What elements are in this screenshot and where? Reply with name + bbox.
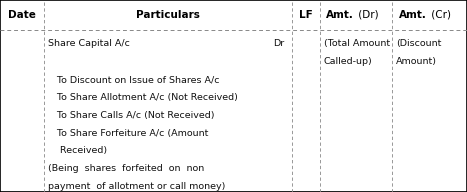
- Text: To Share Allotment A/c (Not Received): To Share Allotment A/c (Not Received): [48, 93, 238, 102]
- Text: Received): Received): [48, 146, 107, 156]
- Text: LF: LF: [299, 10, 313, 20]
- Text: (Discount: (Discount: [396, 39, 441, 48]
- Text: Particulars: Particulars: [136, 10, 200, 20]
- Text: Amt.: Amt.: [326, 10, 354, 20]
- Text: (Total Amount: (Total Amount: [324, 39, 390, 48]
- Text: Amt.: Amt.: [399, 10, 427, 20]
- Text: To Share Calls A/c (Not Received): To Share Calls A/c (Not Received): [48, 111, 215, 120]
- Text: Date: Date: [8, 10, 36, 20]
- Text: Share Capital A/c: Share Capital A/c: [48, 39, 130, 48]
- Text: Dr: Dr: [274, 39, 285, 48]
- Text: payment  of allotment or call money): payment of allotment or call money): [48, 182, 226, 191]
- Text: (Being  shares  forfeited  on  non: (Being shares forfeited on non: [48, 164, 205, 173]
- Text: Amount): Amount): [396, 57, 437, 66]
- Text: Called-up): Called-up): [324, 57, 372, 66]
- Text: (Cr): (Cr): [428, 10, 451, 20]
- Text: To Discount on Issue of Shares A/c: To Discount on Issue of Shares A/c: [48, 75, 219, 84]
- Text: (Dr): (Dr): [355, 10, 378, 20]
- Text: To Share Forfeiture A/c (Amount: To Share Forfeiture A/c (Amount: [48, 129, 208, 138]
